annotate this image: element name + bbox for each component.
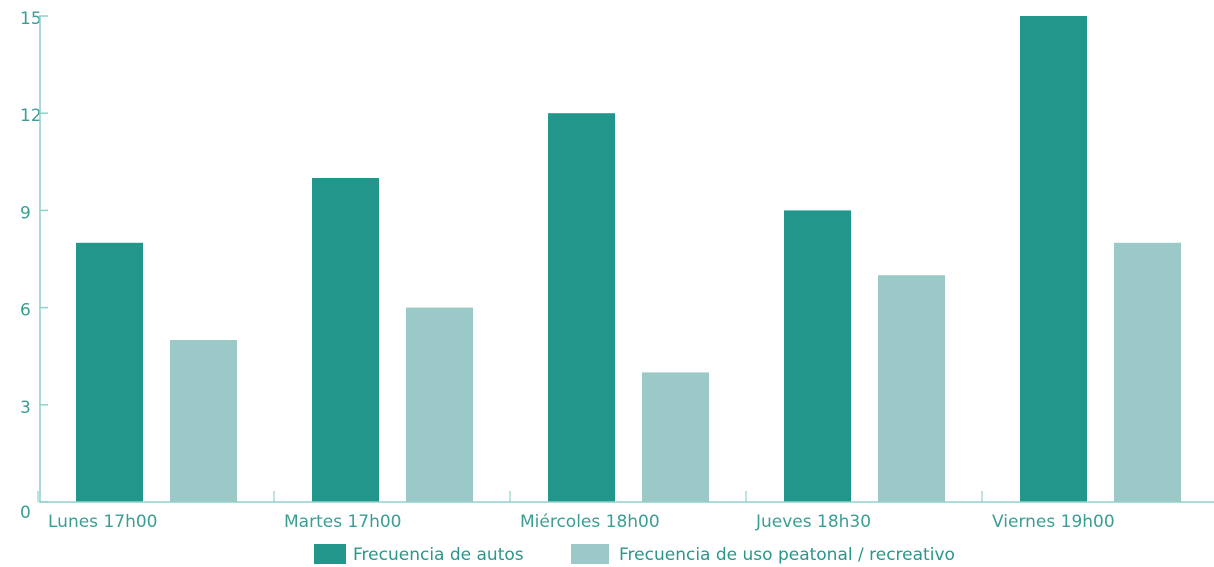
y-tick-label: 3 bbox=[20, 398, 31, 418]
bar-autos-3 bbox=[784, 210, 851, 502]
legend-swatch-peatonal bbox=[571, 544, 609, 564]
legend-label-autos: Frecuencia de autos bbox=[353, 545, 524, 565]
bar-autos-2 bbox=[548, 113, 615, 502]
y-tick-label: 0 bbox=[20, 503, 31, 523]
y-axis-ticks: 0 3 6 9 12 15 bbox=[20, 9, 48, 523]
legend: Frecuencia de autos Frecuencia de uso pe… bbox=[314, 544, 955, 565]
category-label: Lunes 17h00 bbox=[48, 512, 157, 532]
category-labels: Lunes 17h00 Martes 17h00 Miércoles 18h00 Ju… bbox=[48, 512, 1115, 532]
category-label: Miércoles 18h00 bbox=[520, 512, 660, 532]
bar-peatonal-2 bbox=[642, 372, 709, 502]
category-label: Martes 17h00 bbox=[284, 512, 402, 532]
bar-peatonal-0 bbox=[170, 340, 237, 502]
bar-autos-1 bbox=[312, 178, 379, 502]
bar-peatonal-3 bbox=[878, 275, 945, 502]
bar-autos-4 bbox=[1020, 16, 1087, 502]
y-tick-label: 12 bbox=[20, 106, 42, 126]
bars-group bbox=[76, 16, 1181, 503]
y-tick-label: 9 bbox=[20, 203, 31, 223]
legend-swatch-autos bbox=[314, 544, 346, 564]
category-label: Jueves 18h30 bbox=[755, 512, 871, 532]
y-tick-label: 6 bbox=[20, 301, 31, 321]
category-label: Viernes 19h00 bbox=[992, 512, 1115, 532]
bar-peatonal-1 bbox=[406, 307, 473, 502]
bar-peatonal-4 bbox=[1114, 242, 1181, 503]
bar-autos-0 bbox=[76, 242, 143, 503]
x-axis-ticks bbox=[37, 491, 983, 502]
y-tick-label: 15 bbox=[20, 9, 42, 29]
legend-label-peatonal: Frecuencia de uso peatonal / recreativo bbox=[619, 545, 955, 565]
